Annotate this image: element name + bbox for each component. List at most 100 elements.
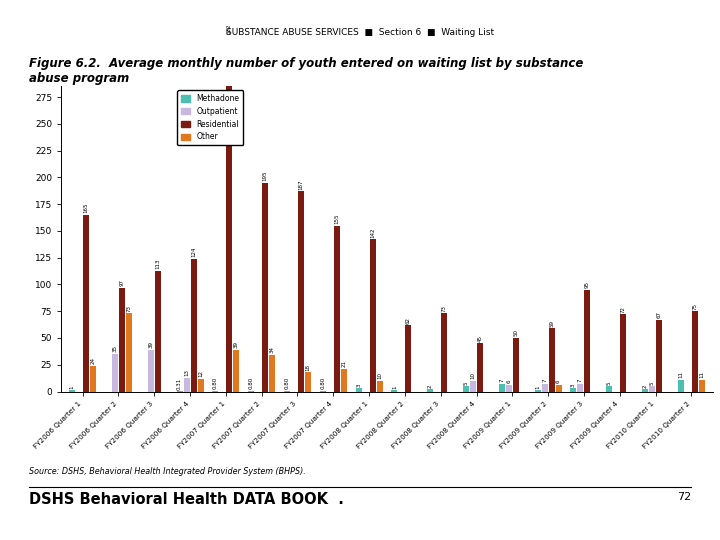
Text: Figure 6.2.  Average monthly number of youth entered on waiting list by substanc: Figure 6.2. Average monthly number of yo… — [29, 57, 583, 85]
Text: 7: 7 — [500, 379, 504, 382]
Bar — [155, 271, 161, 392]
Bar — [570, 388, 577, 392]
Text: 13: 13 — [184, 369, 189, 376]
Text: 72: 72 — [621, 306, 626, 313]
Text: 12: 12 — [198, 370, 203, 377]
Bar — [535, 390, 541, 391]
Text: 113: 113 — [156, 259, 161, 269]
Text: 5: 5 — [464, 381, 469, 384]
Bar — [699, 380, 705, 392]
Text: 5: 5 — [649, 381, 654, 384]
Text: 3: 3 — [356, 383, 361, 387]
Bar — [499, 384, 505, 392]
Bar — [549, 328, 554, 392]
Text: 3: 3 — [571, 383, 576, 387]
Bar — [248, 390, 254, 391]
Text: 11: 11 — [678, 371, 683, 378]
Text: 142: 142 — [370, 227, 375, 238]
Text: 10: 10 — [470, 372, 475, 379]
Text: 72: 72 — [677, 492, 691, 503]
Bar — [148, 350, 154, 392]
Bar — [649, 386, 655, 391]
Bar — [470, 381, 476, 392]
Text: 62: 62 — [406, 316, 411, 323]
Text: SUBSTANCE ABUSE SERVICES  ■  Section 6  ■  Waiting List: SUBSTANCE ABUSE SERVICES ■ Section 6 ■ W… — [226, 29, 494, 37]
Bar — [69, 390, 75, 391]
Text: 75: 75 — [693, 302, 697, 309]
Bar — [320, 390, 325, 391]
Text: 195: 195 — [263, 171, 268, 181]
Text: 95: 95 — [585, 281, 590, 288]
Text: 0.31: 0.31 — [177, 377, 182, 389]
Bar — [692, 311, 698, 392]
Text: 39: 39 — [148, 341, 153, 348]
Text: 1: 1 — [392, 386, 397, 389]
Bar — [262, 183, 268, 392]
Text: 0.80: 0.80 — [248, 377, 253, 389]
Text: 7: 7 — [578, 379, 583, 382]
Text: 11: 11 — [699, 371, 704, 378]
Text: 0.80: 0.80 — [284, 377, 289, 389]
Bar — [585, 290, 590, 392]
Text: 5: 5 — [607, 381, 612, 384]
Text: 73: 73 — [127, 305, 132, 312]
Text: 39: 39 — [234, 341, 239, 348]
Bar — [441, 313, 447, 392]
Text: 124: 124 — [191, 247, 196, 257]
Bar — [126, 313, 132, 392]
Bar — [184, 377, 189, 392]
Text: 18: 18 — [305, 363, 310, 370]
Legend: Methadone, Outpatient, Residential, Other: Methadone, Outpatient, Residential, Othe… — [177, 90, 243, 145]
Text: 6: 6 — [556, 380, 561, 383]
Bar — [119, 288, 125, 392]
Text: 50: 50 — [513, 329, 518, 336]
Bar — [678, 380, 684, 392]
Bar — [556, 385, 562, 392]
Text: 34: 34 — [270, 347, 274, 354]
Text: 165: 165 — [84, 202, 89, 213]
Text: Source: DSHS, Behavioral Health Integrated Provider System (BHPS).: Source: DSHS, Behavioral Health Integrat… — [29, 467, 305, 476]
Bar — [84, 215, 89, 392]
Bar — [226, 36, 233, 391]
Bar — [427, 389, 433, 392]
Bar — [197, 379, 204, 392]
Bar — [212, 390, 218, 391]
Text: 187: 187 — [299, 179, 304, 190]
Text: 24: 24 — [91, 357, 96, 364]
Bar — [334, 226, 340, 392]
Bar — [191, 259, 197, 392]
Bar — [341, 369, 347, 392]
Bar — [577, 384, 583, 392]
Bar — [506, 385, 512, 392]
Text: DSHS Behavioral Health DATA BOOK  .: DSHS Behavioral Health DATA BOOK . — [29, 492, 343, 508]
Text: 0.80: 0.80 — [320, 377, 325, 389]
Bar — [305, 372, 311, 391]
Text: 332: 332 — [227, 24, 232, 35]
Text: 10: 10 — [377, 372, 382, 379]
Bar — [356, 388, 361, 392]
Bar — [369, 239, 376, 392]
Bar — [377, 381, 382, 392]
Bar — [405, 325, 411, 392]
Bar — [477, 343, 483, 392]
Text: 45: 45 — [477, 335, 482, 342]
Text: 21: 21 — [341, 360, 346, 367]
Text: 73: 73 — [441, 305, 446, 312]
Bar — [90, 366, 96, 392]
Bar — [656, 320, 662, 392]
Text: 2: 2 — [428, 384, 433, 388]
Text: 35: 35 — [112, 346, 117, 353]
Bar — [620, 314, 626, 392]
Bar — [269, 355, 275, 391]
Bar — [513, 338, 519, 392]
Bar — [642, 389, 648, 392]
Bar — [463, 386, 469, 391]
Bar — [541, 384, 548, 392]
Text: 67: 67 — [657, 311, 662, 318]
Text: 7: 7 — [542, 379, 547, 382]
Text: 1: 1 — [535, 386, 540, 389]
Text: 2: 2 — [642, 384, 647, 388]
Bar — [233, 350, 239, 392]
Bar — [392, 390, 397, 391]
Bar — [606, 386, 612, 391]
